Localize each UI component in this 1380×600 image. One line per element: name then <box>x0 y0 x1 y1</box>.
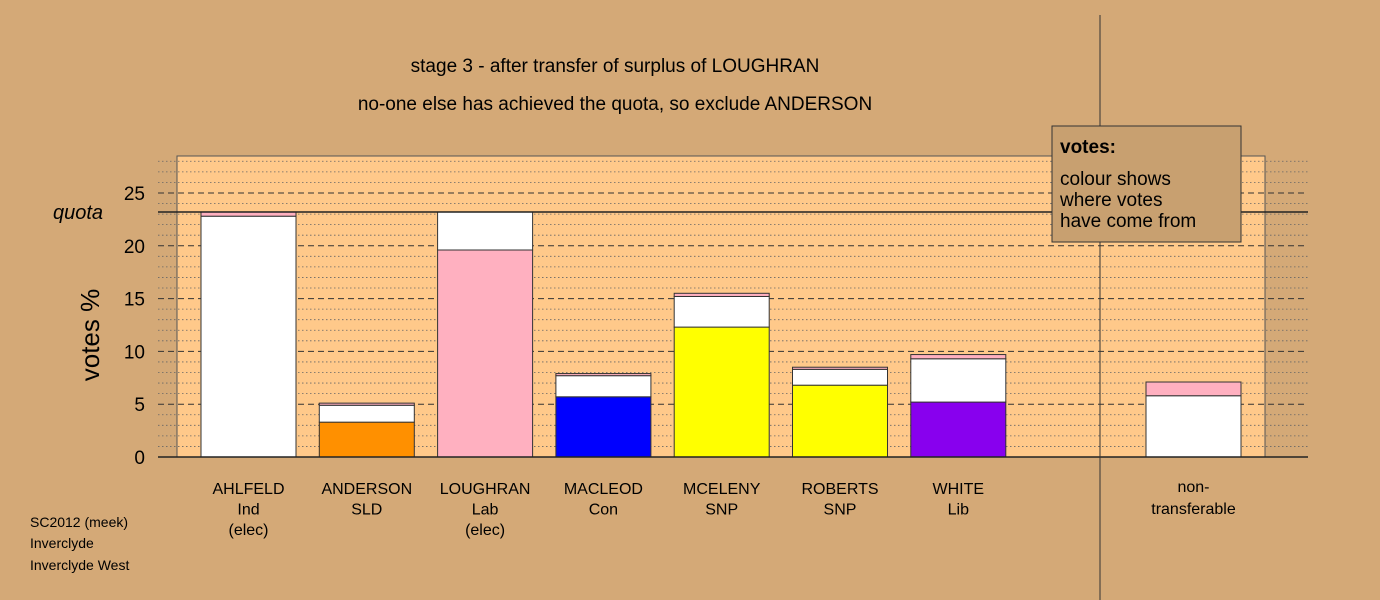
x-label-name: ANDERSON <box>321 481 412 498</box>
bar-segment <box>792 384 888 458</box>
chart-title: stage 3 - after transfer of surplus of L… <box>411 56 820 77</box>
x-label-party: SNP <box>824 502 857 519</box>
bar-segment <box>318 404 415 423</box>
legend-line-2: where votes <box>1059 190 1162 211</box>
x-label-party: Lib <box>948 502 969 519</box>
bar-segment <box>555 373 652 377</box>
legend-line-1: colour shows <box>1060 169 1171 190</box>
bar-segment <box>910 354 1007 360</box>
x-label-party: Ind <box>237 502 259 519</box>
bar-segment <box>673 295 770 328</box>
x-label-name: MACLEOD <box>564 481 643 498</box>
x-label-name: WHITE <box>933 481 985 498</box>
x-label-party: SLD <box>351 502 382 519</box>
x-tick-labels: AHLFELD Ind (elec) ANDERSON SLD LOUGHRAN Lab (e… <box>212 479 1235 539</box>
x-label-nontransferable: transferable <box>1151 501 1236 518</box>
bar-roberts <box>792 366 888 458</box>
bars <box>200 211 1242 458</box>
bar-segment <box>1145 395 1242 458</box>
bar-segment <box>910 358 1007 403</box>
bar-segment <box>792 366 888 370</box>
footer-line-1: SC2012 (meek) <box>30 514 128 530</box>
legend-heading: votes: <box>1060 137 1116 158</box>
y-tick-label: 10 <box>124 342 145 363</box>
bar-segment <box>200 215 297 458</box>
x-label-status: (elec) <box>465 522 505 539</box>
bar-segment <box>555 396 652 458</box>
x-label-party: SNP <box>705 502 738 519</box>
bar-anderson <box>318 402 415 458</box>
bar-loughran <box>437 211 534 458</box>
x-label-status: (elec) <box>228 522 268 539</box>
quota-label: quota <box>53 202 103 224</box>
x-label-name: MCELENY <box>683 481 761 498</box>
footer-line-2: Inverclyde <box>30 535 94 551</box>
x-label-party: Con <box>589 502 618 519</box>
chart-subtitle: no-one else has achieved the quota, so e… <box>358 94 872 115</box>
x-label-name: AHLFELD <box>212 481 284 498</box>
bar-macleod <box>555 373 652 458</box>
axes: 0 5 10 15 20 25 <box>124 184 1308 469</box>
legend-line-3: have come from <box>1060 211 1196 232</box>
bar-segment <box>792 368 888 386</box>
bar-segment <box>1145 381 1242 397</box>
bar-segment <box>318 421 415 458</box>
x-label-name: LOUGHRAN <box>440 481 531 498</box>
bar-white <box>910 354 1007 458</box>
bar-segment <box>555 375 652 398</box>
bar-nontransferable <box>1145 381 1242 458</box>
bar-segment <box>437 249 534 458</box>
legend-box: votes: colour shows where votes have com… <box>1051 125 1242 243</box>
legend-frame <box>1051 125 1242 243</box>
bar-segment <box>673 292 770 297</box>
y-tick-label: 15 <box>124 290 145 311</box>
bar-segment <box>910 401 1007 458</box>
bar-segment <box>437 211 534 251</box>
bar-mceleny <box>673 292 770 458</box>
y-tick-label: 0 <box>134 448 145 469</box>
bar-segment <box>318 402 415 406</box>
y-tick-label: 20 <box>124 237 145 258</box>
y-tick-label: 25 <box>124 184 145 205</box>
x-label-name: ROBERTS <box>801 481 878 498</box>
y-axis-label: votes % <box>75 289 105 382</box>
footer-line-3: Inverclyde West <box>30 557 129 573</box>
bar-segment <box>673 326 770 458</box>
bar-ahlfeld <box>200 211 297 458</box>
x-label-party: Lab <box>472 502 499 519</box>
x-label-nontransferable: non- <box>1177 479 1209 496</box>
y-tick-label: 5 <box>134 395 145 416</box>
